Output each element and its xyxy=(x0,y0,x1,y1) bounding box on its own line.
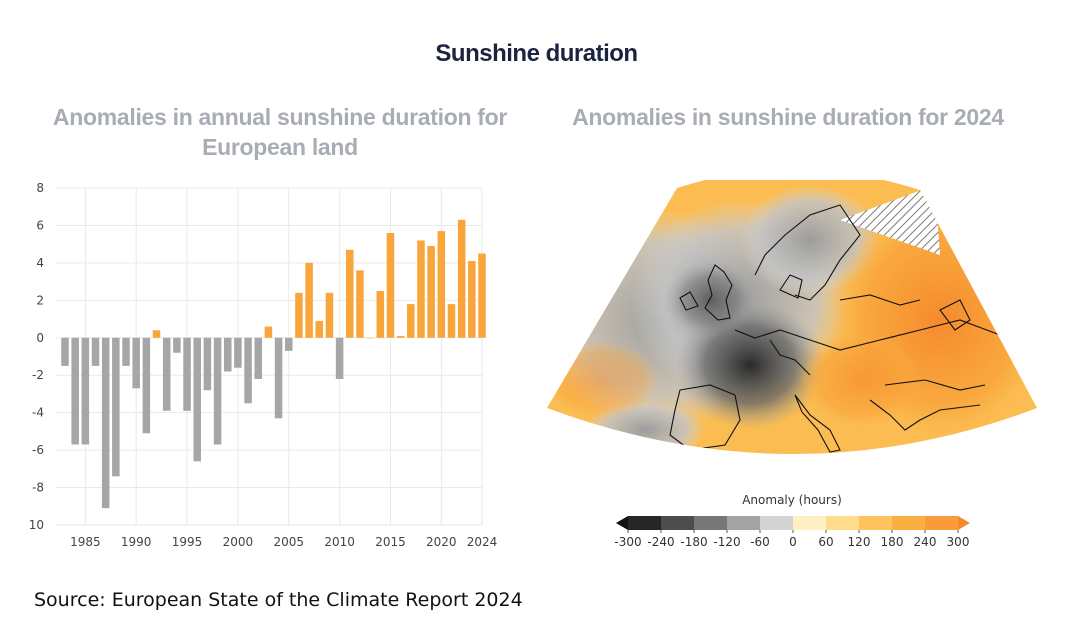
bar-1991 xyxy=(142,337,151,434)
bar-2008 xyxy=(315,320,324,338)
bar-1984 xyxy=(71,337,79,445)
colorbar-swatch xyxy=(892,516,926,530)
bar-2023 xyxy=(468,261,476,338)
y-tick-label: 0 xyxy=(36,331,44,345)
bar-1998 xyxy=(213,337,222,445)
y-tick-label: 8 xyxy=(36,181,44,195)
bar-1993 xyxy=(162,337,171,411)
bar-2013 xyxy=(366,337,374,339)
colorbar-swatch xyxy=(859,516,893,530)
bar-1995 xyxy=(183,337,191,411)
bar-2005 xyxy=(284,337,293,351)
x-tick-label: 2010 xyxy=(324,535,355,549)
x-tick-label: 2020 xyxy=(426,535,457,549)
colorbar-tick-label: -300 xyxy=(614,535,641,549)
y-tick-label: -6 xyxy=(32,443,44,457)
sunshine-anomaly-map: -300 -240 -180 -120 -60 0 60 120 180 240 300 Anoma… xyxy=(547,180,1037,549)
bar-2014 xyxy=(376,290,385,338)
main-title: Sunshine duration xyxy=(435,40,638,67)
bar-2012 xyxy=(356,270,364,338)
bar-2016 xyxy=(396,335,405,338)
bar-1990 xyxy=(132,337,140,389)
map-title: Anomalies in sunshine duration for 2024 xyxy=(572,104,1004,130)
bar-2007 xyxy=(305,262,313,338)
bar-1986 xyxy=(91,337,100,366)
bar-2015 xyxy=(386,232,395,338)
colorbar-swatch xyxy=(793,516,827,530)
bar-1999 xyxy=(223,337,232,372)
y-tick-label: -4 xyxy=(32,406,44,420)
colorbar-tick-label: 120 xyxy=(848,535,871,549)
y-tick-label: -8 xyxy=(32,481,44,495)
x-tick-label: 1990 xyxy=(121,535,152,549)
bar-1997 xyxy=(203,337,212,391)
colorbar-swatch xyxy=(925,516,959,530)
colorbar-tick-label: 180 xyxy=(881,535,904,549)
colorbar-swatch xyxy=(694,516,728,530)
bar-1985 xyxy=(81,337,90,445)
bar-2002 xyxy=(254,337,263,379)
x-tick-label: 2024 xyxy=(467,535,498,549)
bar-1989 xyxy=(122,337,130,366)
anomaly-field xyxy=(547,180,1037,454)
bar-2020 xyxy=(437,231,446,338)
colorbar-swatch xyxy=(760,516,794,530)
bar-2004 xyxy=(274,337,283,419)
bar-1987 xyxy=(101,337,110,509)
bar-1988 xyxy=(112,337,120,477)
colorbar-tick-label: -180 xyxy=(680,535,707,549)
x-tick-label: 2000 xyxy=(223,535,254,549)
bar-1992 xyxy=(152,330,161,338)
colorbar-tick-label: -240 xyxy=(647,535,674,549)
x-tick-label: 1995 xyxy=(172,535,203,549)
bar-2017 xyxy=(407,304,415,338)
bar-2000 xyxy=(234,337,242,368)
colorbar-swatch xyxy=(826,516,860,530)
colorbar-tick-label: 240 xyxy=(914,535,937,549)
bar-1994 xyxy=(173,337,181,353)
colorbar-high-arrow xyxy=(958,516,970,530)
colorbar-tick-label: -120 xyxy=(713,535,740,549)
bar-chart-title: Anomalies in annual sunshine duration fo… xyxy=(52,104,508,160)
bar-2011 xyxy=(346,249,354,338)
colorbar-swatch xyxy=(661,516,695,530)
bar-2019 xyxy=(427,246,435,338)
x-tick-label: 2005 xyxy=(273,535,304,549)
x-tick-label: 2015 xyxy=(375,535,406,549)
y-tick-label: 10 xyxy=(29,518,44,532)
bar-2006 xyxy=(295,292,303,338)
sunshine-anomaly-bar-chart: 8 6 4 2 0 -2 -4 -6 -8 10 1985 1990 1995 2000 2005 2010 2… xyxy=(29,181,498,549)
bar-2018 xyxy=(417,240,425,338)
bar-2009 xyxy=(325,292,334,338)
y-tick-label: 4 xyxy=(36,256,44,270)
colorbar-low-arrow xyxy=(616,516,628,530)
x-tick-label: 1985 xyxy=(70,535,101,549)
colorbar-swatch xyxy=(628,516,662,530)
source-note: Source: European State of the Climate Re… xyxy=(34,589,523,611)
bar-2022 xyxy=(457,219,466,338)
colorbar-tick-label: 300 xyxy=(947,535,970,549)
no-data-hatch xyxy=(840,185,940,255)
bar-1983 xyxy=(61,337,69,366)
bar-2001 xyxy=(244,337,252,404)
bar-1996 xyxy=(193,337,201,462)
colorbar-tick-label: -60 xyxy=(750,535,770,549)
colorbar: -300 -240 -180 -120 -60 0 60 120 180 240 300 xyxy=(614,516,970,549)
y-tick-label: -2 xyxy=(32,368,44,382)
colorbar-tick-label: 60 xyxy=(818,535,833,549)
y-tick-label: 2 xyxy=(36,293,44,307)
bar-2010 xyxy=(335,337,344,379)
y-tick-label: 6 xyxy=(36,218,44,232)
bar-2024 xyxy=(478,253,486,338)
colorbar-title: Anomaly (hours) xyxy=(742,493,842,507)
bar-2003 xyxy=(264,326,273,338)
colorbar-swatch xyxy=(727,516,761,530)
colorbar-tick-label: 0 xyxy=(789,535,797,549)
bar-2021 xyxy=(447,304,456,338)
coastlines xyxy=(669,204,1001,453)
